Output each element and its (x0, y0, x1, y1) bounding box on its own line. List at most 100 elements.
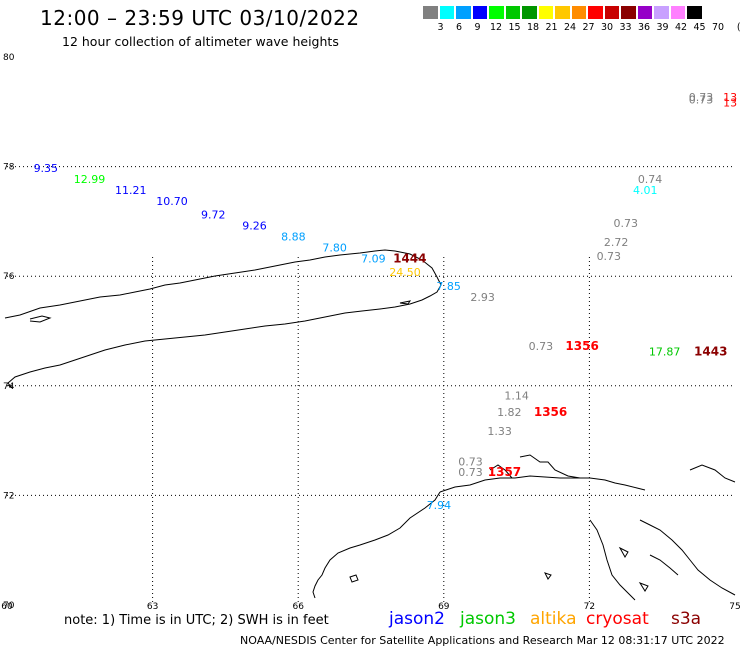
legend-tick-label: 39 (656, 22, 669, 33)
note-text: note: 1) Time is in UTC; 2) SWH is in fe… (64, 613, 329, 628)
south-islands (349, 546, 649, 592)
legend-tick-label: 6 (455, 22, 463, 33)
color-legend (422, 5, 703, 21)
swh-value-label: 1.14 (504, 390, 529, 403)
swh-observations: 0.730.73 13139.3512.9911.2110.709.729.268… (34, 91, 738, 512)
longitude-tick-label: 69 (438, 602, 450, 612)
legend-swatch (488, 5, 505, 20)
swh-value-label: 4.01 (633, 184, 658, 197)
legend-tick-label: 45 (693, 22, 706, 33)
swh-value-label: 2.72 (604, 236, 629, 249)
coast-inlet-b (399, 300, 412, 305)
legend-swatch (554, 5, 571, 20)
swh-value-label: 1.33 (487, 425, 512, 438)
latitude-tick-label: 76 (3, 272, 15, 282)
swh-value-label: 7.94 (427, 499, 452, 512)
longitude-tick-label: 63 (147, 602, 158, 612)
swh-value-label: 0.73 (689, 91, 714, 104)
yamal-coast (312, 475, 646, 599)
swh-value-label: 1356 (534, 405, 567, 419)
latitude-tick-label: 70 (3, 601, 15, 611)
latitude-tick-label: 80 (3, 53, 15, 63)
map-subtitle: 12 hour collection of altimeter wave hei… (62, 34, 339, 49)
footer-credit: NOAA/NESDIS Center for Satellite Applica… (240, 634, 725, 647)
swh-value-label: 0.73 (689, 94, 714, 107)
legend-tick-label: 3 (437, 22, 444, 33)
swh-value-label: 0.73 (458, 455, 483, 468)
swh-value-label: 7.85 (436, 280, 461, 293)
legend-tick-label: 30 (600, 22, 614, 33)
latitude-tick-label: 72 (3, 491, 14, 501)
legend-swatch (504, 5, 521, 20)
legend-tick-label: 15 (508, 22, 521, 33)
legend-tick-label: 18 (526, 22, 540, 33)
longitude-tick-label: 60 (1, 602, 13, 612)
legend-swatch (636, 5, 653, 20)
latitude-tick-label: 74 (3, 382, 15, 392)
coastlines (4, 249, 736, 601)
swh-value-label: 1.82 (497, 406, 522, 419)
swh-value-label: 7.80 (322, 242, 347, 255)
legend-tick-label: 70 (711, 22, 725, 33)
legend-swatch (570, 5, 587, 20)
legend-swatch (537, 5, 554, 20)
swh-value-label: 9.26 (242, 220, 267, 233)
legend-tick-label: 33 (619, 22, 632, 33)
legend-swatch (603, 5, 620, 20)
swh-value-label: 10.70 (156, 195, 188, 208)
east-islands (649, 464, 736, 576)
swh-value-label: 1357 (488, 465, 521, 479)
gydan-coast (589, 519, 736, 601)
swh-value-label: 9.35 (34, 162, 59, 175)
legend-swatch (620, 5, 637, 20)
swh-value-label: 13 (723, 96, 737, 109)
legend-tick-label: 27 (582, 22, 595, 33)
coast-inlet-a (29, 315, 52, 323)
legend-tick-label: 24 (563, 22, 577, 33)
legend-tick-label: 36 (637, 22, 651, 33)
lat-lon-grid (7, 166, 735, 605)
legend-tick-label: 21 (545, 22, 558, 33)
longitude-tick-label: 66 (292, 602, 304, 612)
latitude-tick-label: 78 (3, 163, 15, 173)
swh-value-label: 0.73 (614, 217, 639, 230)
satellite-legend-cryosat: cryosat (586, 609, 649, 629)
legend-swatch (521, 5, 538, 20)
legend-tick-label: 12 (489, 22, 503, 33)
satellite-legend-s3a: s3a (671, 609, 702, 629)
swh-value-label: 0.73 (597, 250, 622, 263)
legend-swatch (686, 5, 703, 20)
legend-tick-label: 42 (674, 22, 688, 33)
swh-value-label: 9.72 (201, 209, 226, 222)
legend-swatch (669, 5, 686, 20)
longitude-tick-label: 72 (584, 602, 595, 612)
satellite-legend-altika: altika (530, 609, 577, 629)
swh-value-label: 0.74 (638, 173, 663, 186)
legend-unit-label: (ft) (737, 22, 740, 33)
legend-tick-label: 9 (474, 22, 481, 33)
map-title: 12:00 – 23:59 UTC 03/10/2022 (40, 6, 360, 30)
legend-swatch (422, 5, 439, 20)
swh-value-label: 1356 (565, 339, 598, 353)
satellite-legend-jason3: jason3 (460, 609, 516, 629)
swh-value-label: 0.73 (458, 466, 483, 479)
swh-value-label: 12.99 (74, 173, 106, 186)
legend-swatch (471, 5, 488, 20)
swh-value-label: 1444 (393, 252, 426, 266)
legend-swatch (438, 5, 455, 20)
swh-value-label: 1443 (694, 345, 727, 359)
swh-value-label: 8.88 (281, 231, 306, 244)
swh-value-label: 11.21 (115, 184, 147, 197)
swh-value-label: 17.87 (649, 346, 681, 359)
swh-value-label: 24.50 (389, 266, 421, 279)
swh-value-label: 7.09 (361, 253, 386, 266)
swh-value-label: 0.73 (529, 340, 554, 353)
legend-swatch (455, 5, 472, 20)
legend-swatch (587, 5, 604, 20)
swh-value-label: 13 (723, 91, 737, 104)
legend-swatch (653, 5, 670, 20)
yamal-east-coast (489, 454, 581, 479)
